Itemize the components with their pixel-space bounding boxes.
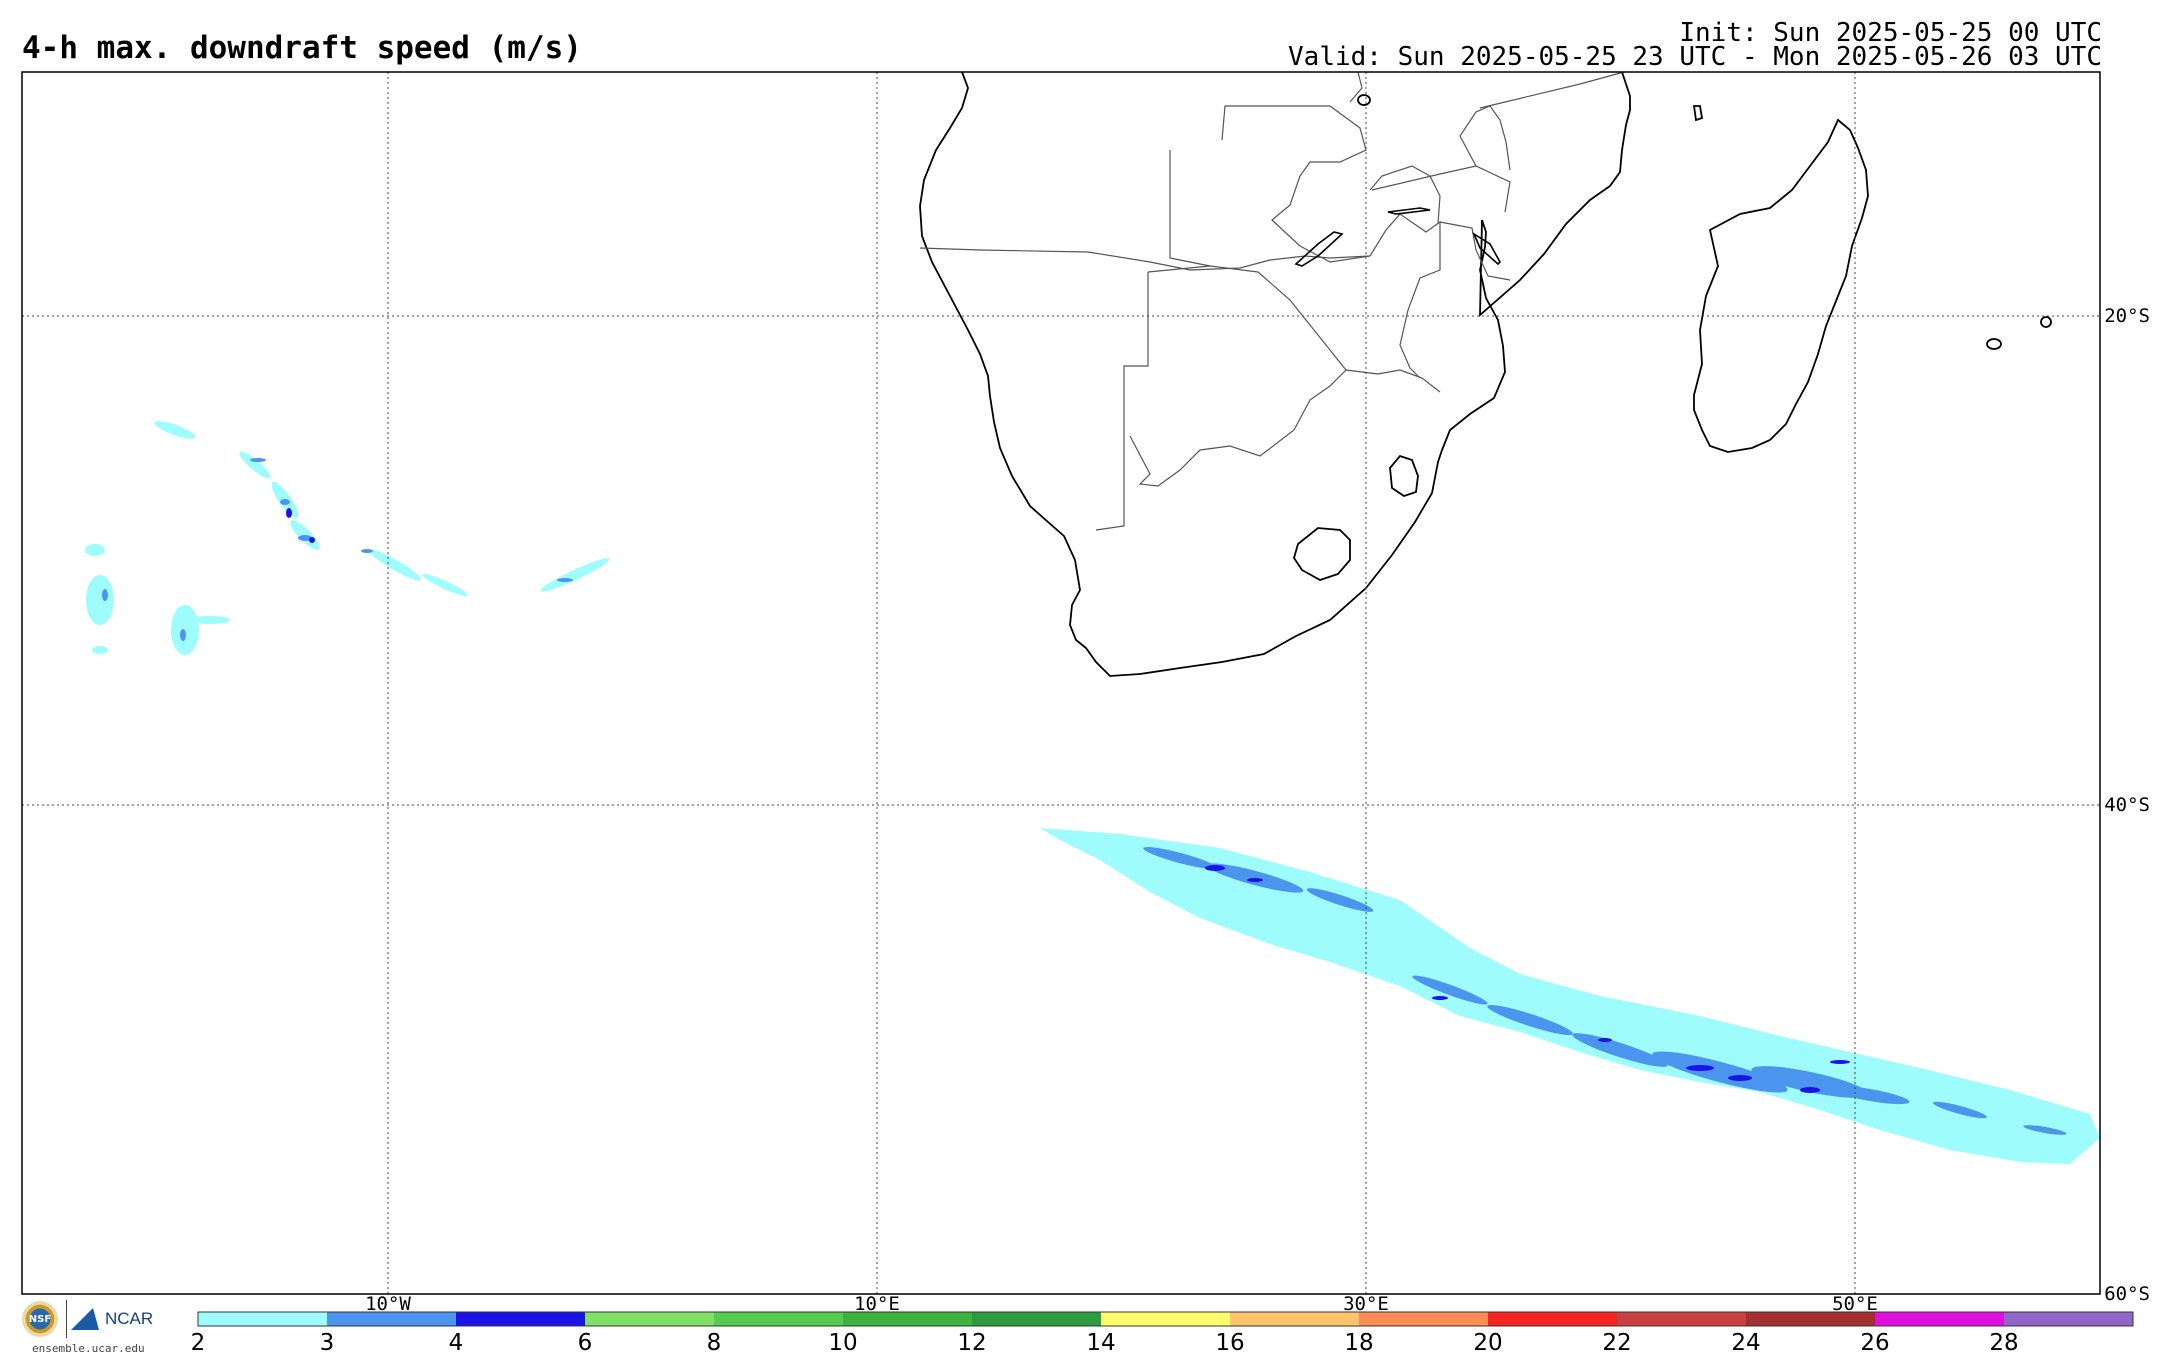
colorbar-swatch	[198, 1312, 327, 1326]
logo-divider	[66, 1300, 67, 1338]
colorbar-label: 6	[578, 1330, 593, 1354]
lon-label-50e: 50°E	[1832, 1293, 1878, 1315]
downdraft-band-south	[1040, 828, 2100, 1164]
lon-label-30e: 30°E	[1343, 1293, 1389, 1315]
lat-label-20s: 20°S	[2104, 305, 2150, 327]
colorbar-label: 24	[1731, 1330, 1760, 1354]
colorbar-swatch	[1101, 1312, 1230, 1326]
colorbar-label: 12	[957, 1330, 986, 1354]
colorbar-label: 14	[1086, 1330, 1115, 1354]
ncar-logo: NCAR	[70, 1308, 154, 1330]
colorbar-swatch	[1359, 1312, 1488, 1326]
lakes	[1294, 207, 1501, 267]
nsf-ncar-logo: NSF NCAR	[22, 1300, 153, 1338]
colorbar-swatch	[456, 1312, 585, 1326]
lat-label-40s: 40°S	[2104, 794, 2150, 816]
colorbar-label: 18	[1344, 1330, 1373, 1354]
nsf-logo-icon: NSF	[22, 1301, 58, 1337]
colorbar-swatch	[1617, 1312, 1746, 1326]
lon-label-10w: 10°W	[365, 1293, 411, 1315]
site-url: ensemble.ucar.edu	[32, 1342, 145, 1355]
map-title: 4-h max. downdraft speed (m/s)	[22, 30, 582, 66]
colorbar-swatch	[2004, 1312, 2133, 1326]
colorbar-label: 4	[449, 1330, 464, 1354]
lat-label-60s: 60°S	[2104, 1283, 2150, 1305]
colorbar-swatch	[1875, 1312, 2004, 1326]
colorbar-label: 10	[828, 1330, 857, 1354]
colorbar-label: 28	[1989, 1330, 2018, 1354]
graticule	[22, 72, 2100, 1294]
colorbar-swatch	[327, 1312, 456, 1326]
downdraft-cluster-west	[85, 421, 610, 655]
colorbar-label: 8	[707, 1330, 722, 1354]
colorbar-label: 16	[1215, 1330, 1244, 1354]
colorbar-swatch	[1488, 1312, 1617, 1326]
map-frame	[21, 71, 2101, 1295]
colorbar-swatch	[1230, 1312, 1359, 1326]
country-borders	[919, 71, 1625, 531]
init-time: Init: Sun 2025-05-25 00 UTC	[1679, 18, 2102, 48]
coastlines	[919, 71, 2052, 677]
colorbar-swatch	[585, 1312, 714, 1326]
lon-label-10e: 10°E	[854, 1293, 900, 1315]
valid-time: Valid: Sun 2025-05-25 23 UTC - Mon 2025-…	[1288, 42, 2102, 72]
colorbar-swatch	[972, 1312, 1101, 1326]
ncar-mark-icon	[70, 1308, 108, 1330]
colorbar-frame	[197, 1311, 2134, 1327]
colorbar-label: 2	[191, 1330, 206, 1354]
colorbar-label: 26	[1860, 1330, 1889, 1354]
colorbar-label: 3	[320, 1330, 335, 1354]
ncar-label: NCAR	[105, 1309, 154, 1328]
colorbar-swatch	[714, 1312, 843, 1326]
colorbar-swatch	[843, 1312, 972, 1326]
colorbar: 2 3 4 6 8 10 12 14 16 18 20 22 24 26 28	[191, 1311, 2134, 1354]
colorbar-label: 20	[1473, 1330, 1502, 1354]
colorbar-label: 22	[1602, 1330, 1631, 1354]
colorbar-swatch	[1746, 1312, 1875, 1326]
